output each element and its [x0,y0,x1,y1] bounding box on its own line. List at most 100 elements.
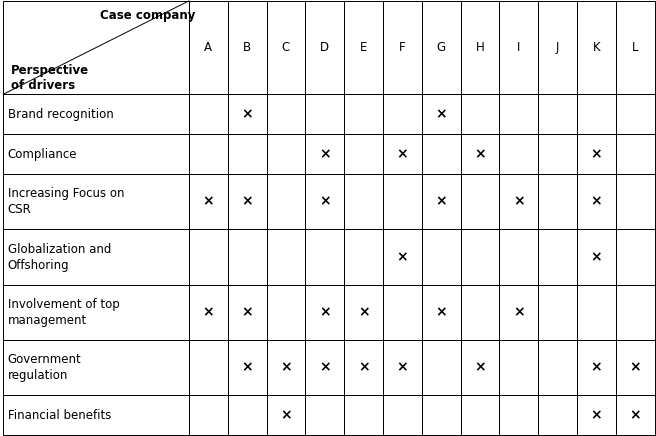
Bar [306,285,344,340]
Bar [306,395,344,435]
Bar [616,174,655,229]
Bar [228,1,266,94]
Bar [577,229,616,285]
Bar [539,229,577,285]
Bar [616,285,655,340]
Bar [499,395,539,435]
Bar [306,174,344,229]
Bar [422,340,461,395]
Bar [189,395,228,435]
Bar [383,94,422,134]
Bar [577,134,616,174]
Text: ×: × [319,361,331,375]
Bar [189,94,228,134]
Bar [616,94,655,134]
Bar [383,340,422,395]
Text: Financial benefits: Financial benefits [8,409,112,422]
Bar [461,1,499,94]
Bar [3,229,189,285]
Text: Perspective
of drivers: Perspective of drivers [10,64,89,92]
Text: L: L [632,41,638,54]
Bar [422,229,461,285]
Bar [344,229,383,285]
Bar [422,94,461,134]
Bar [228,395,266,435]
Bar [228,285,266,340]
Bar [306,340,344,395]
Text: A: A [204,41,213,54]
Text: ×: × [436,107,447,121]
Bar [189,285,228,340]
Bar [499,134,539,174]
Bar [266,1,306,94]
Bar [499,174,539,229]
Bar [228,229,266,285]
Text: ×: × [590,408,602,422]
Text: Brand recognition: Brand recognition [8,108,113,121]
Text: ×: × [319,305,331,319]
Bar [539,285,577,340]
Bar [461,229,499,285]
Bar [461,134,499,174]
Text: Involvement of top
management: Involvement of top management [8,298,119,327]
Text: C: C [282,41,290,54]
Bar [266,134,306,174]
Bar [577,395,616,435]
Text: F: F [399,41,405,54]
Bar [344,340,383,395]
Bar [577,94,616,134]
Bar [189,229,228,285]
Bar [344,1,383,94]
Bar [499,285,539,340]
Bar [616,340,655,395]
Bar [344,94,383,134]
Bar [383,229,422,285]
Text: Increasing Focus on
CSR: Increasing Focus on CSR [8,187,125,216]
Bar [577,285,616,340]
Bar [266,229,306,285]
Bar [3,1,189,94]
Bar [306,1,344,94]
Text: ×: × [590,250,602,264]
Bar [577,174,616,229]
Bar [499,229,539,285]
Text: ×: × [474,361,486,375]
Bar [539,134,577,174]
Bar [422,1,461,94]
Text: ×: × [241,195,253,209]
Bar [383,1,422,94]
Bar [577,340,616,395]
Text: ×: × [280,408,292,422]
Bar [3,94,189,134]
Bar [266,285,306,340]
Text: ×: × [436,305,447,319]
Text: ×: × [474,147,486,161]
Text: ×: × [319,195,331,209]
Bar [306,94,344,134]
Text: ×: × [590,361,602,375]
Bar [499,94,539,134]
Bar [3,395,189,435]
Bar [383,285,422,340]
Text: ×: × [280,361,292,375]
Text: ×: × [513,305,525,319]
Text: Compliance: Compliance [8,148,77,161]
Text: ×: × [436,195,447,209]
Bar [616,1,655,94]
Bar [422,285,461,340]
Bar [577,1,616,94]
Text: I: I [517,41,520,54]
Text: ×: × [358,305,369,319]
Bar [616,395,655,435]
Bar [539,94,577,134]
Text: ×: × [397,147,408,161]
Bar [266,340,306,395]
Text: ×: × [630,408,641,422]
Text: ×: × [203,305,214,319]
Bar [266,94,306,134]
Bar [383,395,422,435]
Bar [344,174,383,229]
Text: ×: × [590,147,602,161]
Text: ×: × [590,195,602,209]
Bar [461,340,499,395]
